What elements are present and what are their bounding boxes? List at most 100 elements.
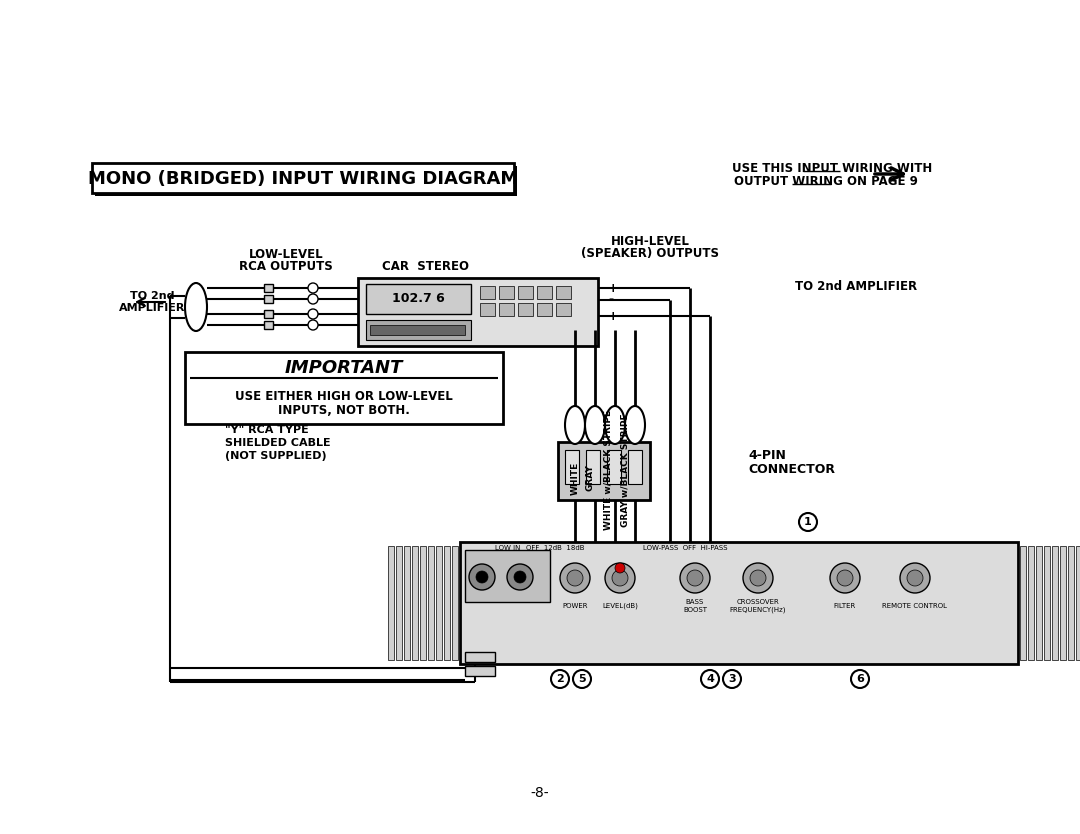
- Bar: [1036, 546, 1042, 660]
- Bar: [357, 278, 598, 346]
- Circle shape: [837, 570, 853, 586]
- Circle shape: [308, 320, 318, 330]
- Text: "Y" RCA TYPE: "Y" RCA TYPE: [225, 425, 309, 435]
- Bar: [1059, 546, 1066, 660]
- Bar: [465, 652, 495, 662]
- Bar: [565, 450, 579, 484]
- Bar: [404, 546, 410, 660]
- Text: HIGH-LEVEL: HIGH-LEVEL: [610, 234, 689, 248]
- Text: AMPLIFIER: AMPLIFIER: [119, 303, 185, 313]
- Text: -: -: [608, 294, 613, 307]
- Bar: [264, 284, 273, 292]
- Text: WHITE w/BLACK STRIPE: WHITE w/BLACK STRIPE: [604, 410, 612, 530]
- Bar: [556, 303, 571, 316]
- Text: 1: 1: [805, 517, 812, 527]
- Circle shape: [514, 571, 526, 583]
- Circle shape: [680, 563, 710, 593]
- Text: (SPEAKER) OUTPUTS: (SPEAKER) OUTPUTS: [581, 247, 719, 259]
- Text: 4: 4: [706, 674, 714, 684]
- Circle shape: [701, 670, 719, 688]
- Text: BASS: BASS: [686, 599, 704, 605]
- Bar: [518, 303, 534, 316]
- Text: CAR  STEREO: CAR STEREO: [381, 259, 469, 273]
- Text: FILTER: FILTER: [834, 603, 856, 609]
- Text: 3: 3: [728, 674, 735, 684]
- Circle shape: [612, 570, 627, 586]
- Text: -8-: -8-: [530, 786, 550, 800]
- Circle shape: [561, 563, 590, 593]
- Bar: [499, 303, 514, 316]
- Text: BOOST: BOOST: [683, 607, 707, 613]
- Circle shape: [799, 513, 816, 531]
- Circle shape: [573, 670, 591, 688]
- Circle shape: [743, 563, 773, 593]
- Text: USE EITHER HIGH OR LOW-LEVEL: USE EITHER HIGH OR LOW-LEVEL: [235, 389, 453, 403]
- Bar: [411, 546, 418, 660]
- Bar: [537, 303, 552, 316]
- Bar: [1076, 546, 1080, 660]
- Text: 102.7 6: 102.7 6: [392, 293, 444, 305]
- Text: SHIELDED CABLE: SHIELDED CABLE: [225, 438, 330, 448]
- Text: REMOTE CONTROL: REMOTE CONTROL: [882, 603, 947, 609]
- Ellipse shape: [625, 406, 645, 444]
- Bar: [499, 286, 514, 299]
- Text: 6: 6: [856, 674, 864, 684]
- Circle shape: [308, 309, 318, 319]
- Bar: [396, 546, 402, 660]
- Bar: [436, 546, 442, 660]
- Bar: [428, 546, 434, 660]
- Text: TO 2nd: TO 2nd: [130, 291, 174, 301]
- Bar: [185, 352, 503, 424]
- Bar: [264, 321, 273, 329]
- Bar: [465, 550, 550, 602]
- Text: GRAY: GRAY: [585, 465, 594, 491]
- Bar: [388, 546, 394, 660]
- Bar: [607, 450, 621, 484]
- Text: POWER: POWER: [563, 603, 588, 609]
- Text: LEVEL(dB): LEVEL(dB): [602, 603, 638, 610]
- Bar: [480, 286, 495, 299]
- Bar: [92, 163, 514, 193]
- Text: OFF  12dB  18dB: OFF 12dB 18dB: [526, 545, 584, 551]
- Text: FREQUENCY(Hz): FREQUENCY(Hz): [730, 607, 786, 613]
- Circle shape: [750, 570, 766, 586]
- Text: MONO (BRIDGED) INPUT WIRING DIAGRAM: MONO (BRIDGED) INPUT WIRING DIAGRAM: [87, 170, 518, 188]
- Bar: [264, 310, 273, 318]
- Text: IMPORTANT: IMPORTANT: [285, 359, 403, 377]
- Text: LOW-LEVEL: LOW-LEVEL: [248, 248, 323, 260]
- Ellipse shape: [185, 283, 207, 331]
- Bar: [586, 450, 600, 484]
- Text: LOW-PASS  OFF  HI-PASS: LOW-PASS OFF HI-PASS: [643, 545, 727, 551]
- Bar: [444, 546, 450, 660]
- Text: WHITE: WHITE: [570, 461, 580, 495]
- Text: 5: 5: [578, 674, 585, 684]
- Text: USE THIS INPUT WIRING WITH: USE THIS INPUT WIRING WITH: [732, 162, 932, 174]
- Bar: [1028, 546, 1034, 660]
- Bar: [460, 542, 1018, 664]
- Circle shape: [605, 563, 635, 593]
- Text: CONNECTOR: CONNECTOR: [748, 463, 835, 475]
- Bar: [453, 546, 458, 660]
- Bar: [370, 325, 465, 335]
- Circle shape: [615, 563, 625, 573]
- Text: GRAY w/BLACK STRIPE: GRAY w/BLACK STRIPE: [621, 413, 630, 527]
- Circle shape: [308, 283, 318, 293]
- Text: 4-PIN: 4-PIN: [748, 449, 786, 461]
- Circle shape: [469, 564, 495, 590]
- Bar: [264, 295, 273, 303]
- Ellipse shape: [605, 406, 625, 444]
- Bar: [95, 166, 517, 196]
- Text: RCA OUTPUTS: RCA OUTPUTS: [239, 259, 333, 273]
- Bar: [366, 320, 471, 340]
- Bar: [518, 286, 534, 299]
- Circle shape: [900, 563, 930, 593]
- Text: (NOT SUPPLIED): (NOT SUPPLIED): [225, 451, 326, 461]
- Bar: [556, 286, 571, 299]
- Bar: [1044, 546, 1050, 660]
- Text: CROSSOVER: CROSSOVER: [737, 599, 780, 605]
- Circle shape: [907, 570, 923, 586]
- Bar: [366, 284, 471, 314]
- Circle shape: [723, 670, 741, 688]
- Circle shape: [551, 670, 569, 688]
- Bar: [420, 546, 426, 660]
